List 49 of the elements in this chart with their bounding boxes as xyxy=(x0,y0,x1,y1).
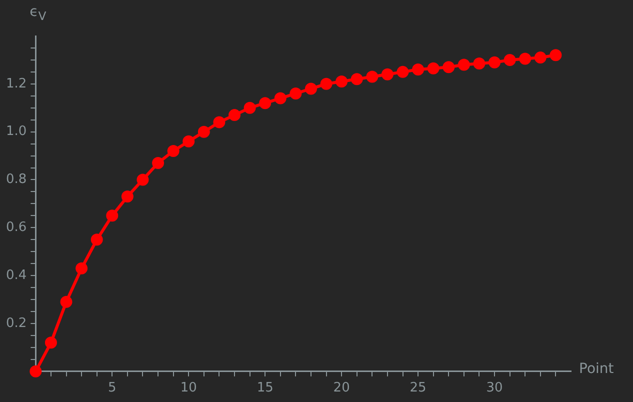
y-tick-label: 0.8 xyxy=(6,172,27,188)
point xyxy=(550,49,562,62)
point xyxy=(381,68,394,80)
point xyxy=(259,97,272,110)
x-axis-title: Point xyxy=(579,361,614,378)
point xyxy=(290,87,302,100)
point xyxy=(90,234,103,246)
y-tick-label: 0.6 xyxy=(6,220,27,236)
point xyxy=(167,144,180,157)
point xyxy=(106,210,118,222)
point xyxy=(213,116,226,128)
point xyxy=(76,262,88,274)
point xyxy=(504,54,516,66)
point xyxy=(458,58,470,71)
point xyxy=(473,58,486,70)
point xyxy=(244,102,256,114)
x-tick-label: 25 xyxy=(410,380,426,396)
point xyxy=(182,135,195,148)
point xyxy=(30,365,42,378)
y-tick-label: 0.2 xyxy=(6,316,27,331)
point xyxy=(366,70,378,83)
point xyxy=(442,61,455,74)
x-tick-label: 30 xyxy=(486,380,503,396)
point xyxy=(304,82,317,95)
point xyxy=(519,52,532,65)
point xyxy=(228,109,241,122)
point xyxy=(44,336,57,349)
y-tick-label: 1.2 xyxy=(6,76,27,92)
point xyxy=(412,64,424,76)
x-tick-label: 10 xyxy=(180,380,197,396)
x-tick-label: 20 xyxy=(333,380,350,396)
y-axis-title: ϵ$_{V}$ xyxy=(30,4,46,23)
x-tick-label: 5 xyxy=(108,380,116,396)
point xyxy=(136,174,149,186)
y-tick-label: 0.4 xyxy=(6,268,27,283)
y-tick-label: 1.0 xyxy=(6,124,27,140)
point xyxy=(427,62,440,74)
point xyxy=(488,56,501,68)
point xyxy=(121,190,134,203)
point xyxy=(152,156,164,169)
point xyxy=(274,92,286,104)
x-tick-label: 15 xyxy=(256,380,274,396)
point xyxy=(320,78,332,90)
point xyxy=(336,76,348,88)
point xyxy=(350,73,363,86)
point xyxy=(198,126,210,138)
point xyxy=(60,296,72,308)
point xyxy=(396,66,409,78)
point xyxy=(534,52,546,64)
